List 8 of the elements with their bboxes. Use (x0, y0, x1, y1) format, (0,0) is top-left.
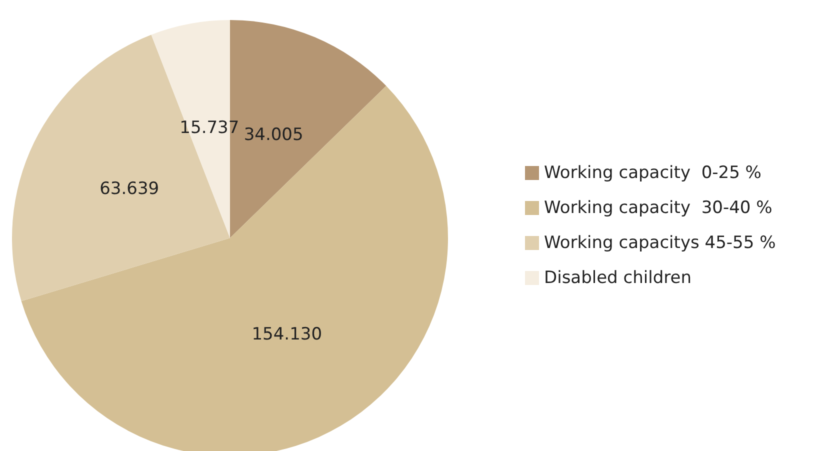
legend-label: Working capacity 0-25 % (544, 163, 762, 183)
legend-label: Working capacity 30-40 % (544, 198, 772, 218)
data-label: 15.737 (180, 118, 240, 138)
data-label: 63.639 (100, 178, 160, 199)
data-label: 34.005 (244, 124, 304, 145)
legend-label: Disabled children (544, 268, 692, 288)
legend-label: Working capacitys 45-55 % (544, 233, 776, 253)
data-label: 154.130 (252, 324, 322, 344)
